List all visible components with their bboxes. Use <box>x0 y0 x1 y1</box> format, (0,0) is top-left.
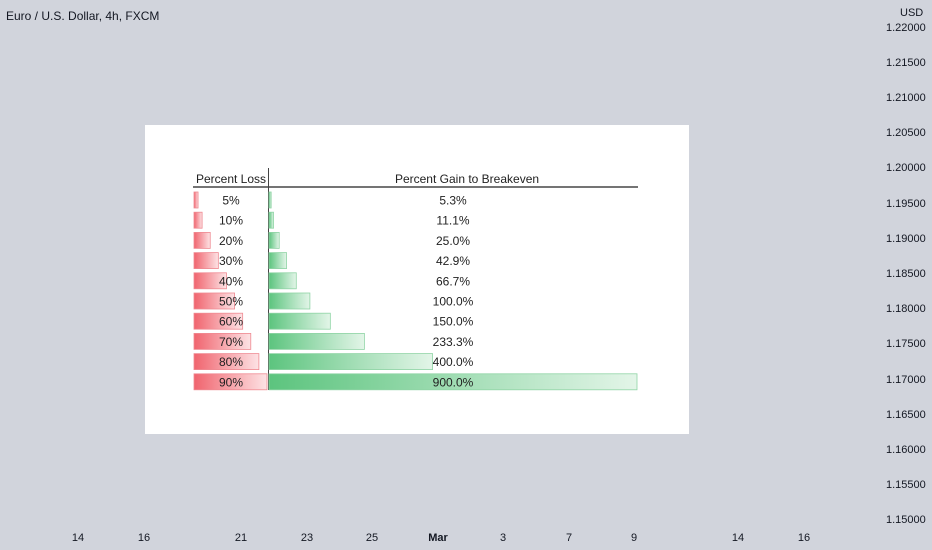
price-axis-label: 1.18000 <box>886 303 926 316</box>
header-percent-loss: Percent Loss <box>196 172 266 186</box>
gain-bar <box>268 272 297 290</box>
time-axis-label: 21 <box>234 532 248 544</box>
time-axis-label: 16 <box>137 532 151 544</box>
loss-bar <box>193 232 211 249</box>
gain-bar <box>268 292 311 310</box>
loss-bar <box>193 353 260 371</box>
gain-value: 11.1% <box>436 214 469 228</box>
time-axis-label: 7 <box>565 532 573 544</box>
gain-bar <box>268 211 274 229</box>
loss-bar <box>193 252 219 269</box>
loss-bar <box>193 211 203 229</box>
breakeven-table-card: Percent Loss Percent Gain to Breakeven 5… <box>145 125 689 434</box>
gain-bar <box>268 373 638 391</box>
gain-bar <box>268 191 272 209</box>
gain-value: 100.0% <box>433 295 474 309</box>
gain-value: 233.3% <box>433 335 474 349</box>
gain-value: 42.9% <box>436 254 470 268</box>
loss-bar <box>193 373 268 391</box>
price-axis-label: 1.15000 <box>886 514 926 527</box>
price-axis[interactable]: USD 1.22000 1.21500 1.21000 1.20500 1.20000 1… <box>872 0 932 530</box>
time-axis-label: 3 <box>499 532 507 544</box>
table-rows: 5% 5.3% 10% 11.1% 20% 25.0% 30% 42.9% 40% 66.7% 50… <box>193 191 638 391</box>
breakeven-table: Percent Loss Percent Gain to Breakeven 5… <box>193 168 638 391</box>
loss-value: 30% <box>219 254 243 268</box>
loss-value: 20% <box>219 234 243 248</box>
loss-bar <box>193 292 235 310</box>
gain-bar <box>268 332 365 350</box>
loss-bar <box>193 332 252 350</box>
time-axis-label: 14 <box>71 532 85 544</box>
gain-bar <box>268 232 280 249</box>
header-percent-gain: Percent Gain to Breakeven <box>395 172 539 186</box>
loss-value: 50% <box>219 295 243 309</box>
loss-bar <box>193 191 199 209</box>
price-axis-label: 1.19000 <box>886 232 926 245</box>
gain-bar <box>268 353 433 371</box>
time-axis-label: Mar <box>428 532 448 544</box>
price-axis-label: 1.18500 <box>886 267 926 280</box>
loss-bar <box>193 272 227 290</box>
time-axis[interactable]: 14 16 21 23 25 Mar 3 7 9 14 16 <box>0 524 872 550</box>
loss-value: 80% <box>219 355 243 369</box>
time-axis-label: 9 <box>630 532 638 544</box>
time-axis-label: 25 <box>365 532 379 544</box>
gain-bar <box>268 252 287 269</box>
price-axis-unit: USD <box>900 7 924 19</box>
loss-bar <box>193 312 244 330</box>
loss-value: 60% <box>219 315 243 329</box>
gain-value: 400.0% <box>433 355 474 369</box>
loss-value: 5% <box>222 194 240 208</box>
price-axis-label: 1.16500 <box>886 408 926 421</box>
loss-value: 90% <box>219 375 243 389</box>
price-axis-label: 1.20000 <box>886 162 926 175</box>
price-axis-label: 1.17500 <box>886 338 926 351</box>
price-axis-label: 1.21500 <box>886 56 926 69</box>
price-axis-label: 1.21000 <box>886 91 926 104</box>
chart-title: Euro / U.S. Dollar, 4h, FXCM <box>6 9 160 23</box>
gain-value: 900.0% <box>433 375 474 389</box>
price-axis-label: 1.22000 <box>886 21 926 34</box>
gain-value: 25.0% <box>436 234 470 248</box>
price-axis-label: 1.19500 <box>886 197 926 210</box>
time-axis-label: 16 <box>797 532 811 544</box>
loss-value: 70% <box>219 335 243 349</box>
gain-value: 150.0% <box>433 315 474 329</box>
price-axis-label: 1.16000 <box>886 443 926 456</box>
loss-value: 10% <box>219 214 243 228</box>
gain-value: 66.7% <box>436 274 470 288</box>
loss-value: 40% <box>219 274 243 288</box>
time-axis-label: 23 <box>300 532 314 544</box>
time-axis-label: 14 <box>731 532 745 544</box>
gain-bar <box>268 312 331 330</box>
price-axis-label: 1.17000 <box>886 373 926 386</box>
price-axis-label: 1.20500 <box>886 127 926 140</box>
price-axis-label: 1.15500 <box>886 479 926 492</box>
gain-value: 5.3% <box>439 194 467 208</box>
